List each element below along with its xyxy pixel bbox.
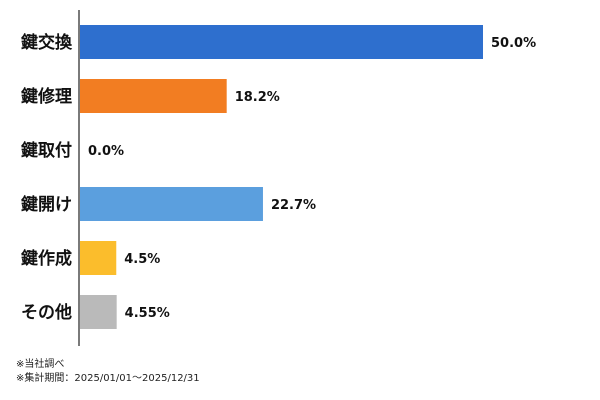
bar-1 (80, 25, 483, 59)
category-label-1: 鍵交換 (21, 32, 73, 53)
bar-5 (80, 241, 117, 275)
bar-2 (80, 79, 227, 113)
source-note: ※当社調べ (16, 359, 65, 370)
category-label-3: 鍵取付 (21, 140, 72, 161)
category-label-5: 鍵作成 (21, 248, 72, 269)
category-label-2: 鍵修理 (21, 86, 72, 107)
value-label-4: 22.7% (271, 198, 316, 213)
footnotes: ※当社調べ ※集計期間：2025/01/01〜2025/12/31 (16, 358, 200, 386)
value-label-1: 50.0% (491, 36, 536, 51)
value-label-3: 0.0% (88, 144, 124, 159)
category-label-6: その他 (21, 302, 72, 323)
value-label-6: 4.55% (125, 306, 170, 321)
value-label-5: 4.5% (124, 252, 160, 267)
category-label-4: 鍵開け (21, 194, 72, 215)
value-label-2: 18.2% (235, 90, 280, 105)
bars-group (80, 25, 483, 329)
value-labels-group: 50.0% 18.2% 0.0% 22.7% 4.5% 4.55% (88, 36, 536, 321)
bar-6 (80, 295, 117, 329)
bar-4 (80, 187, 263, 221)
period-note: ※集計期間：2025/01/01〜2025/12/31 (16, 373, 200, 384)
